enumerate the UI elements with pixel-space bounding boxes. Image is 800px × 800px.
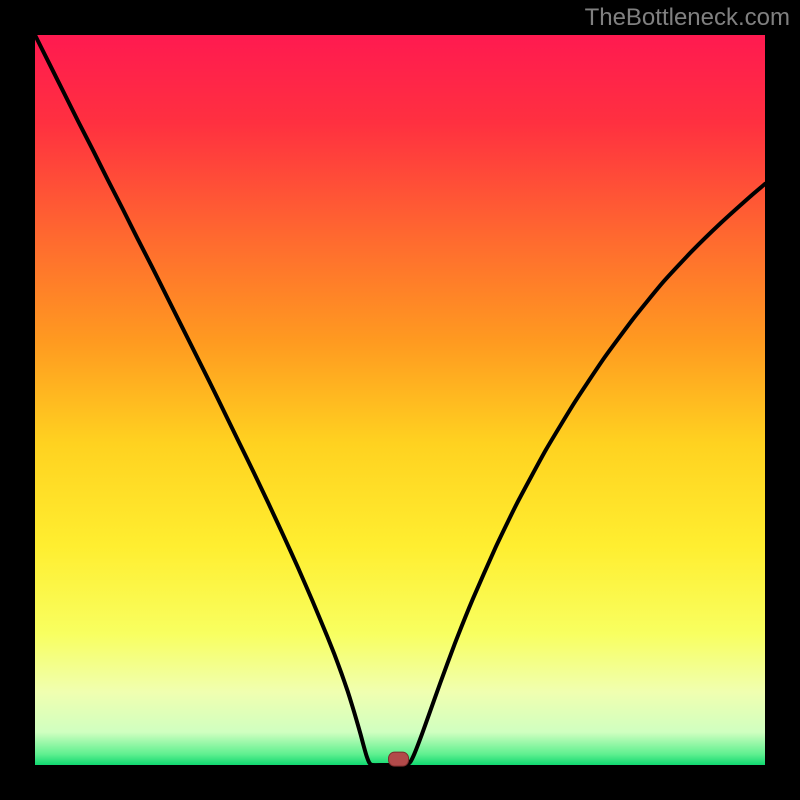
- watermark-text: TheBottleneck.com: [585, 4, 790, 32]
- chart-stage: TheBottleneck.com: [0, 0, 800, 800]
- optimum-point: [389, 752, 409, 766]
- chart-background: [35, 35, 765, 765]
- bottleneck-chart-svg: [0, 0, 800, 800]
